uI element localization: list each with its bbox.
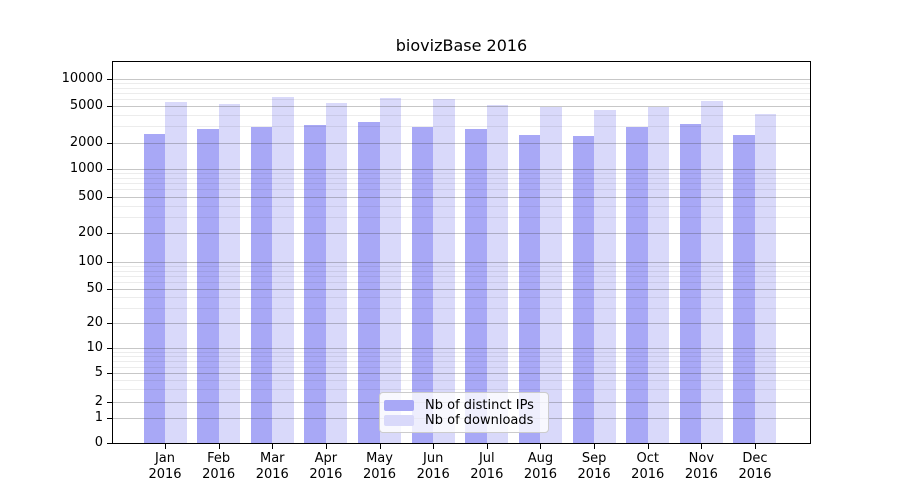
x-tick-mark [540,444,542,449]
x-tick-label-may: May 2016 [362,451,397,482]
y-tick-mark [107,418,112,420]
bar-distinct-ips-aug [518,135,541,443]
x-tick-mark [165,444,166,449]
bar-downloads-dec [754,113,777,443]
bar-distinct-ips-dec [733,135,755,443]
bar-distinct-ips-jun [411,126,434,443]
y-tick-label: 2 [94,393,103,409]
bars-layer [113,62,810,443]
y-tick-label: 200 [78,225,103,241]
chart-title: biovizBase 2016 [395,36,528,55]
x-tick-label-oct: Oct 2016 [631,451,665,482]
x-tick-mark [272,444,274,449]
y-tick-label: 5 [94,365,103,381]
bar-distinct-ips-feb [197,129,219,443]
x-tick-mark [701,444,703,449]
x-tick-label-nov: Nov 2016 [684,451,718,482]
bar-downloads-apr [325,102,348,443]
y-tick-mark [107,233,112,235]
bar-distinct-ips-mar [250,126,273,443]
bar-downloads-mar [272,96,294,443]
x-tick-mark [647,444,649,449]
y-tick-mark [107,348,112,350]
bar-downloads-jul [486,104,509,443]
x-tick-label-jun: Jun 2016 [416,451,450,482]
y-tick-label: 10000 [61,71,103,86]
legend-item-downloads: Nb of downloads [384,412,542,428]
x-tick-mark [594,444,596,449]
x-tick-mark [218,444,220,449]
x-tick-label-dec: Dec 2016 [738,451,772,482]
bar-downloads-sep [594,110,616,443]
y-tick-label: 50 [86,281,103,297]
x-tick-mark [379,444,381,449]
x-tick-mark [754,444,756,449]
bar-distinct-ips-apr [304,125,326,443]
y-tick-label: 1000 [69,161,103,176]
y-tick-mark [107,322,112,324]
bar-distinct-ips-nov [679,124,702,443]
x-tick-mark [325,444,327,449]
legend-label-downloads: Nb of downloads [425,412,534,428]
x-tick-label-sep: Sep 2016 [577,451,611,482]
plot-area [112,61,811,444]
legend-swatch-downloads [384,414,414,426]
y-tick-label: 500 [78,188,103,204]
legend-item-distinct-ips: Nb of distinct IPs [384,397,542,413]
bar-downloads-may [379,97,402,443]
y-tick-mark [107,196,112,198]
y-tick-mark [107,106,112,107]
y-tick-mark [107,401,112,403]
bar-distinct-ips-jan [143,133,165,443]
y-tick-label: 0 [94,435,103,450]
bar-distinct-ips-oct [626,127,648,443]
y-tick-mark [107,79,112,80]
legend-swatch-distinct-ips [384,399,414,411]
bar-downloads-feb [218,103,241,443]
y-tick-label: 100 [78,253,103,269]
legend: Nb of distinct IPs Nb of downloads [379,392,549,433]
bar-downloads-nov [701,100,723,443]
y-tick-mark [107,443,112,444]
x-tick-label-mar: Mar 2016 [255,451,289,482]
legend-label-distinct-ips: Nb of distinct IPs [425,397,534,413]
bar-distinct-ips-sep [572,135,595,443]
y-tick-mark [107,169,112,170]
x-tick-label-apr: Apr 2016 [309,451,343,482]
y-tick-label: 20 [86,314,103,330]
x-tick-mark [433,444,435,449]
x-tick-mark [486,444,488,449]
bar-downloads-jun [433,98,455,443]
y-tick-label: 2000 [69,134,103,150]
y-tick-label: 5000 [69,98,103,113]
x-tick-label-aug: Aug 2016 [523,451,557,482]
y-tick-mark [107,373,112,375]
bar-distinct-ips-may [358,122,380,443]
bar-distinct-ips-jul [465,129,487,443]
y-tick-mark [107,142,112,144]
bar-downloads-oct [647,107,670,443]
bar-downloads-aug [540,107,562,443]
x-tick-label-jan: Jan 2016 [148,451,182,482]
y-tick-label: 10 [86,340,103,356]
y-tick-mark [107,289,112,291]
y-tick-mark [107,261,112,263]
y-tick-label: 1 [94,410,103,426]
bar-downloads-jan [165,102,187,443]
x-tick-label-feb: Feb 2016 [202,451,236,482]
x-tick-label-jul: Jul 2016 [470,451,504,482]
